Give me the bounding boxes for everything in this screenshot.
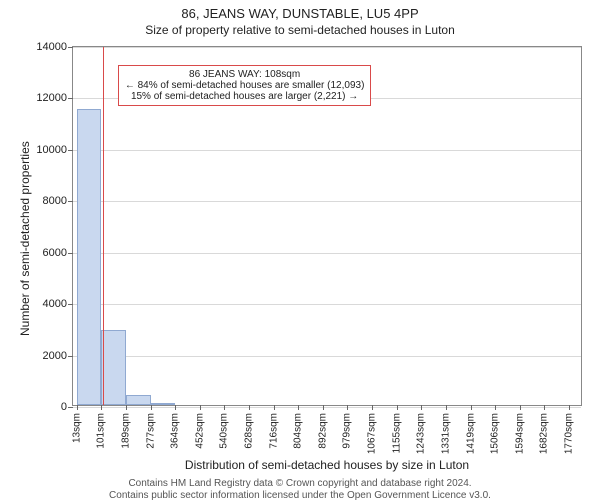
- x-tick: [151, 405, 152, 410]
- x-tick-label: 1506sqm: [490, 413, 501, 454]
- x-tick-label: 892sqm: [317, 413, 328, 449]
- x-tick-label: 13sqm: [71, 413, 82, 443]
- x-tick-label: 277sqm: [145, 413, 156, 449]
- gridline: [73, 304, 581, 305]
- y-tick-label: 14000: [36, 41, 67, 53]
- x-tick-label: 1682sqm: [539, 413, 550, 454]
- x-tick-label: 1155sqm: [391, 413, 402, 453]
- x-tick: [323, 405, 324, 410]
- gridline: [73, 356, 581, 357]
- x-tick: [274, 405, 275, 410]
- annotation-line: 15% of semi-detached houses are larger (…: [125, 91, 365, 102]
- y-tick-label: 2000: [43, 350, 67, 362]
- y-tick: [68, 356, 73, 357]
- y-tick: [68, 253, 73, 254]
- plot-area: 0200040006000800010000120001400013sqm101…: [72, 46, 582, 406]
- y-tick-label: 6000: [43, 247, 67, 259]
- x-axis-label: Distribution of semi-detached houses by …: [72, 458, 582, 472]
- x-tick: [520, 405, 521, 410]
- histogram-bar: [151, 403, 176, 405]
- x-tick-label: 364sqm: [170, 413, 181, 449]
- histogram-bar: [126, 395, 151, 405]
- y-tick-label: 12000: [36, 92, 67, 104]
- y-tick-label: 8000: [43, 195, 67, 207]
- x-tick: [397, 405, 398, 410]
- gridline: [73, 407, 581, 408]
- y-tick: [68, 201, 73, 202]
- x-tick-label: 452sqm: [194, 413, 205, 449]
- x-tick: [372, 405, 373, 410]
- x-tick-label: 1594sqm: [514, 413, 525, 454]
- x-tick-label: 1419sqm: [465, 413, 476, 454]
- histogram-bar: [77, 109, 102, 405]
- x-tick-label: 1770sqm: [563, 413, 574, 454]
- x-tick: [298, 405, 299, 410]
- x-tick-label: 804sqm: [293, 413, 304, 449]
- chart-container: 86, JEANS WAY, DUNSTABLE, LU5 4PP Size o…: [0, 0, 600, 500]
- y-tick: [68, 98, 73, 99]
- x-tick-label: 628sqm: [243, 413, 254, 449]
- annotation-line: ← 84% of semi-detached houses are smalle…: [125, 80, 365, 91]
- x-tick: [224, 405, 225, 410]
- y-tick: [68, 407, 73, 408]
- x-tick-label: 1331sqm: [440, 413, 451, 454]
- annotation-box: 86 JEANS WAY: 108sqm← 84% of semi-detach…: [118, 65, 372, 106]
- y-tick: [68, 304, 73, 305]
- x-tick: [544, 405, 545, 410]
- y-tick-label: 0: [61, 401, 67, 413]
- footer-line-1: Contains HM Land Registry data © Crown c…: [0, 478, 600, 489]
- x-tick-label: 979sqm: [342, 413, 353, 449]
- gridline: [73, 150, 581, 151]
- gridline: [73, 253, 581, 254]
- x-tick-label: 716sqm: [268, 413, 279, 449]
- annotation-line: 86 JEANS WAY: 108sqm: [125, 69, 365, 80]
- gridline: [73, 201, 581, 202]
- histogram-bar: [101, 330, 126, 405]
- footer-line-2: Contains public sector information licen…: [0, 490, 600, 501]
- x-tick: [569, 405, 570, 410]
- x-tick-label: 101sqm: [96, 413, 107, 449]
- marker-line: [103, 47, 104, 405]
- y-tick-label: 10000: [36, 144, 67, 156]
- x-tick: [471, 405, 472, 410]
- x-tick-label: 540sqm: [219, 413, 230, 449]
- y-tick-label: 4000: [43, 298, 67, 310]
- x-tick: [421, 405, 422, 410]
- x-tick: [200, 405, 201, 410]
- y-tick: [68, 47, 73, 48]
- y-axis-label: Number of semi-detached properties: [18, 141, 32, 336]
- chart-subtitle: Size of property relative to semi-detach…: [0, 21, 600, 37]
- x-tick: [446, 405, 447, 410]
- x-tick: [249, 405, 250, 410]
- gridline: [73, 47, 581, 48]
- x-tick-label: 189sqm: [120, 413, 131, 449]
- x-tick: [101, 405, 102, 410]
- x-tick: [347, 405, 348, 410]
- x-tick: [126, 405, 127, 410]
- x-tick: [175, 405, 176, 410]
- x-tick-label: 1243sqm: [416, 413, 427, 454]
- x-tick-label: 1067sqm: [366, 413, 377, 454]
- y-tick: [68, 150, 73, 151]
- x-tick: [77, 405, 78, 410]
- x-tick: [495, 405, 496, 410]
- chart-title: 86, JEANS WAY, DUNSTABLE, LU5 4PP: [0, 0, 600, 21]
